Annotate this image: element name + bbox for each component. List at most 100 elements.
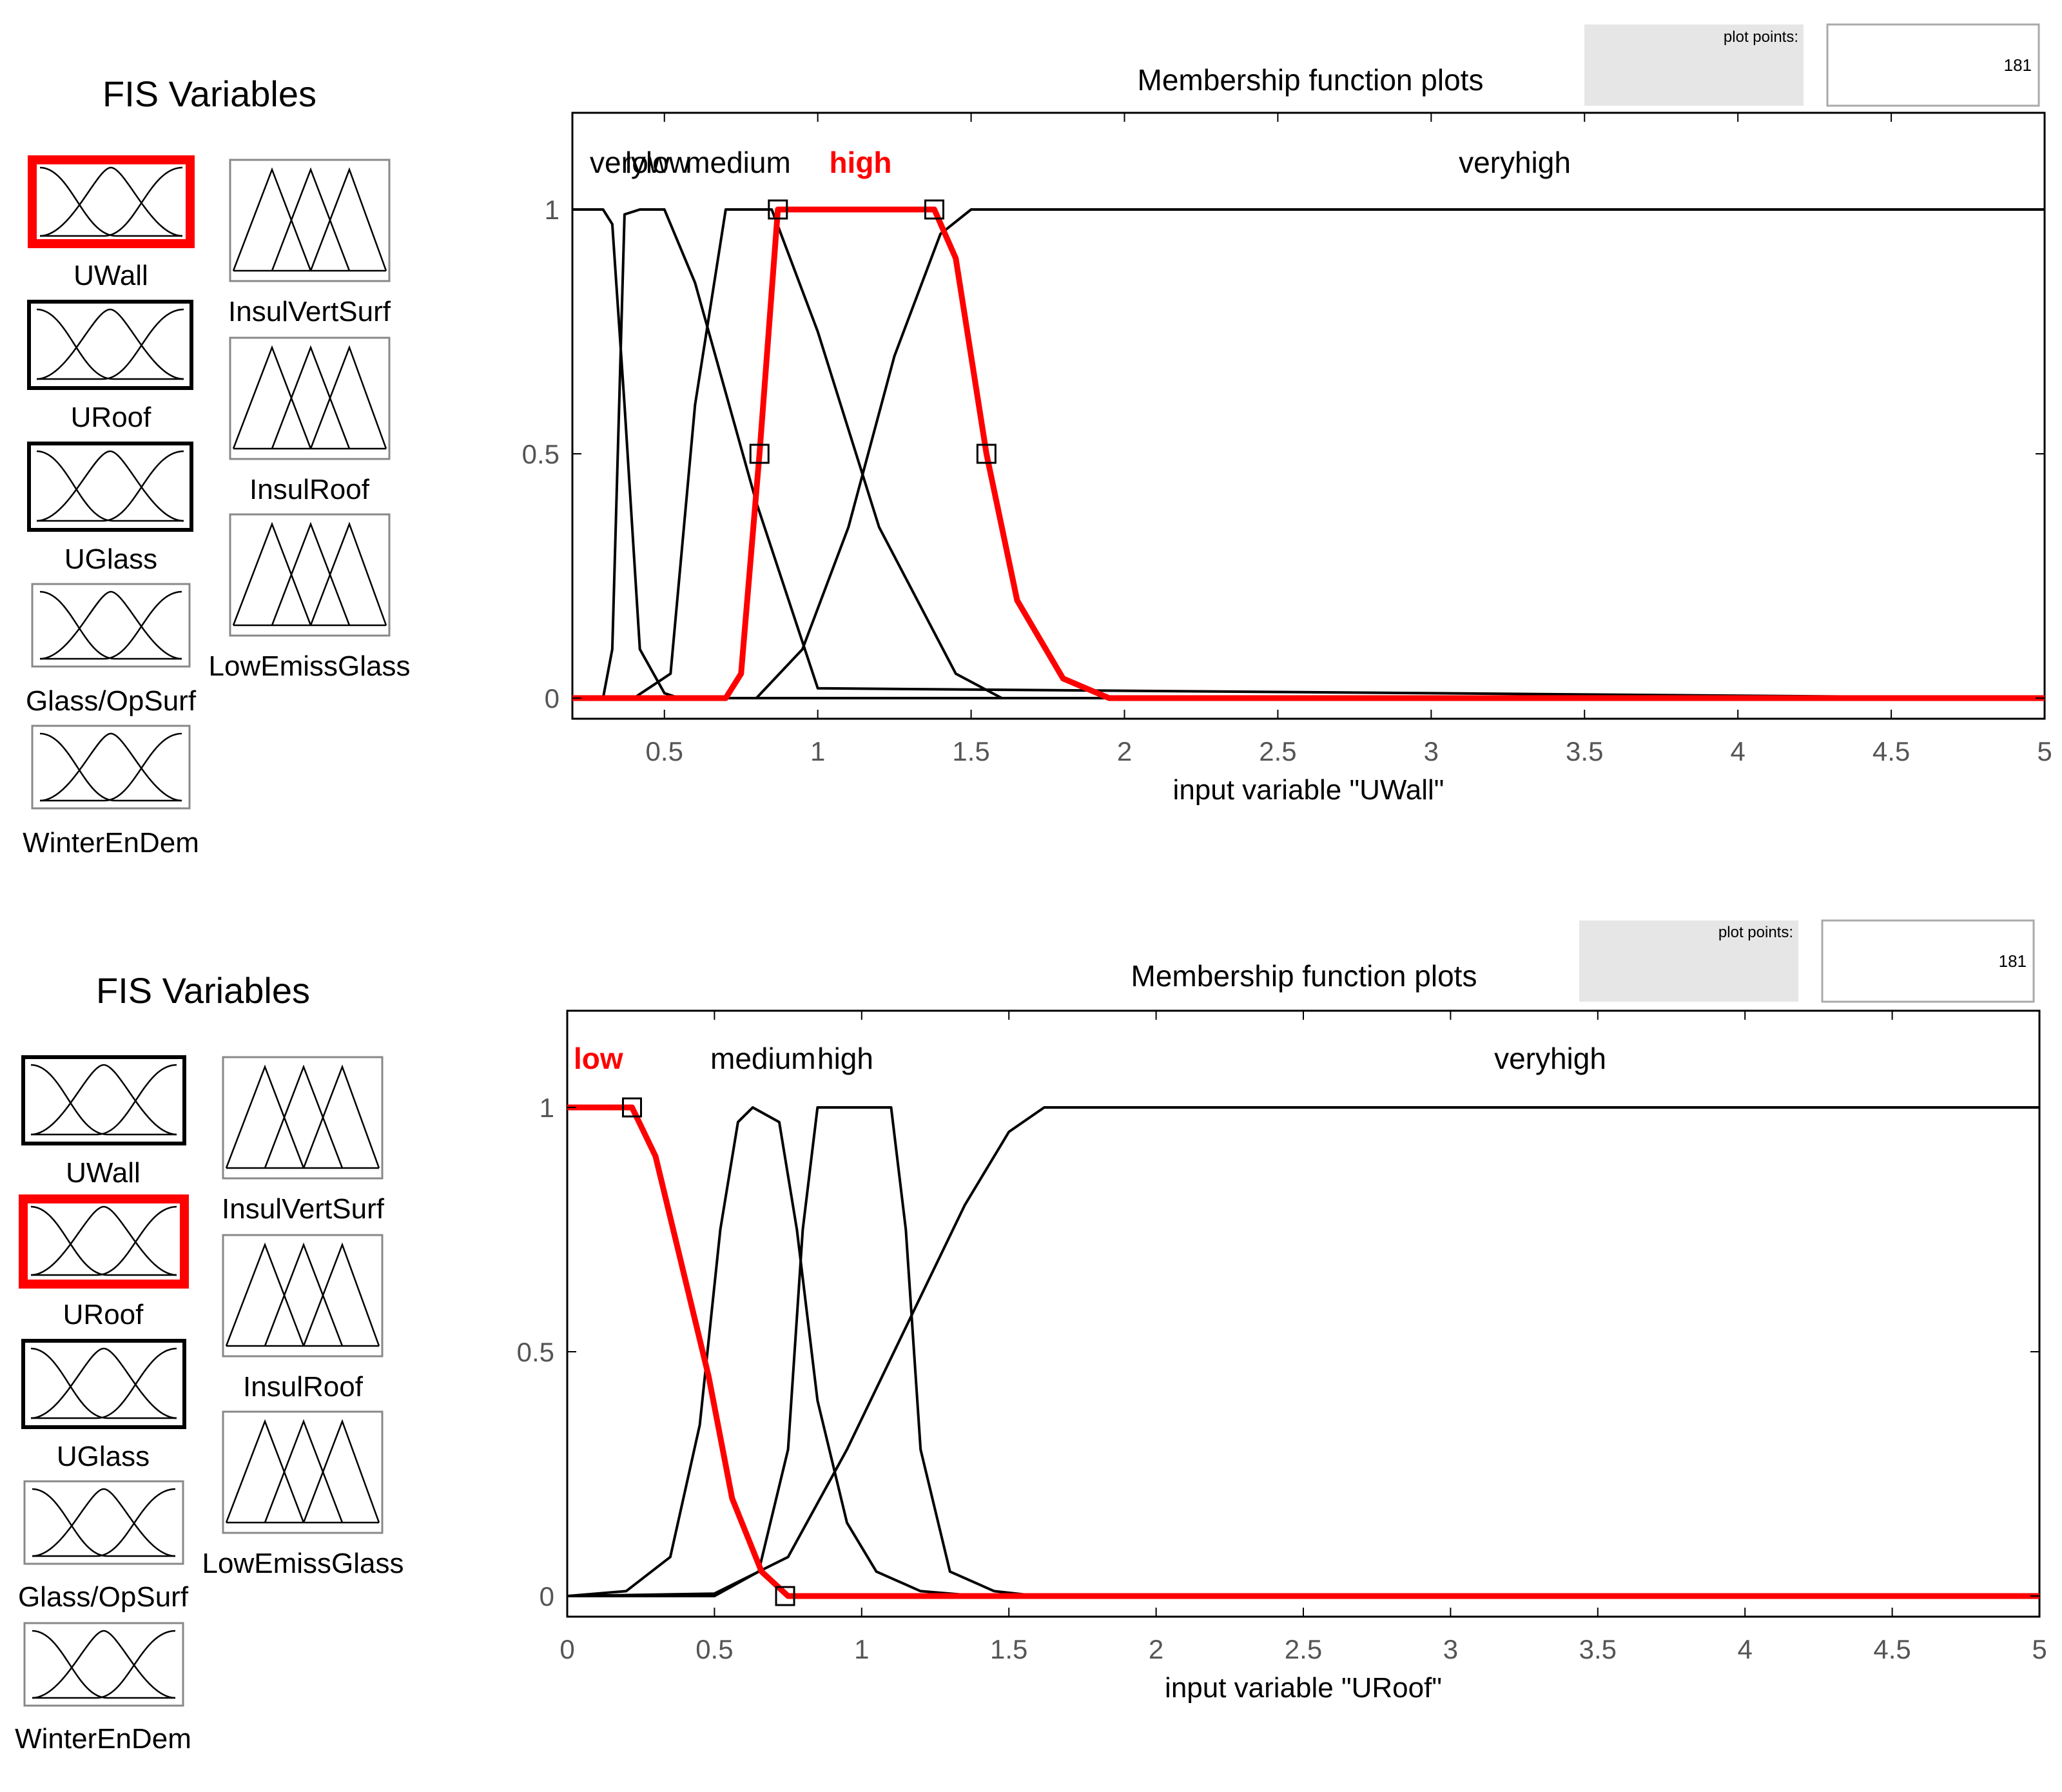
output-variable-lowemissglass[interactable] xyxy=(222,1410,384,1534)
mf-label-low[interactable]: low xyxy=(625,146,670,179)
output-variable-insulvertsurf[interactable] xyxy=(229,159,391,282)
input-variable-label: UGlass xyxy=(64,543,157,575)
input-variable-uglass[interactable] xyxy=(21,1339,186,1429)
y-tick-label: 1 xyxy=(545,195,559,225)
x-tick-label: 1.5 xyxy=(952,736,989,766)
triangular-mf-icon xyxy=(225,1242,380,1347)
fis-variables-title: FIS Variables xyxy=(96,970,310,1011)
gaussian-mf-icon xyxy=(30,1064,177,1136)
plot-points-label: plot points: xyxy=(1718,924,1793,941)
input-variable-uglass[interactable] xyxy=(27,442,193,532)
plot-title: Membership function plots xyxy=(1131,959,1477,993)
mf-vertex-handle[interactable] xyxy=(768,199,788,220)
plot-points-input[interactable] xyxy=(1826,23,2040,107)
mf-curve-low[interactable] xyxy=(572,208,2045,699)
output-variable-insulroof[interactable] xyxy=(222,1234,384,1358)
mf-vertex-handle[interactable] xyxy=(749,443,770,464)
output-variable-label: LowEmissGlass xyxy=(202,1548,404,1579)
gaussian-mf-icon xyxy=(39,732,182,802)
membership-function-chart[interactable]: 0.5 1 1.5 2 2.5 3 3.5 4 4.5 5 0 0.5 1 verylow low me… xyxy=(522,112,2052,806)
mf-curve-medium[interactable] xyxy=(567,1106,2039,1597)
x-tick-label: 2 xyxy=(1117,736,1132,766)
output-variable-insulvertsurf[interactable] xyxy=(222,1056,384,1180)
x-tick-label: 0 xyxy=(559,1634,574,1664)
icon-frame xyxy=(229,336,391,460)
plot-points-input[interactable] xyxy=(1821,919,2035,1003)
x-tick-label: 0.5 xyxy=(695,1634,733,1664)
x-tick-label: 1.5 xyxy=(990,1634,1027,1664)
plot-points-label-box xyxy=(1579,920,1798,1002)
x-axis-title: input variable "UWall" xyxy=(1173,774,1444,806)
mf-label-high[interactable]: high xyxy=(829,146,891,179)
x-tick-label: 5 xyxy=(2032,1634,2047,1664)
y-tick-label: 0 xyxy=(545,683,559,714)
mf-vertex-handle[interactable] xyxy=(924,199,944,220)
plot-frame xyxy=(566,1009,2041,1618)
mf-label-medium[interactable]: medium xyxy=(685,146,791,179)
input-variable-uroof[interactable] xyxy=(27,300,193,390)
mf-label-high[interactable]: high xyxy=(817,1042,873,1075)
mf-label-verylow[interactable]: verylow xyxy=(590,146,691,179)
mf-vertex-handle[interactable] xyxy=(976,443,997,464)
gaussian-mf-icon xyxy=(39,166,183,237)
output-variable-label: LowEmissGlass xyxy=(209,650,411,682)
input-variable-label: Glass/OpSurf xyxy=(18,1581,189,1613)
mf-curve-medium[interactable] xyxy=(572,208,2045,699)
mf-curve-veryhigh[interactable] xyxy=(572,208,2045,699)
triangular-mf-icon xyxy=(232,167,387,272)
icon-frame xyxy=(31,583,191,668)
output-variable-insulroof[interactable] xyxy=(229,336,391,460)
icon-frame xyxy=(222,1234,384,1358)
input-variable-uwall[interactable] xyxy=(28,155,195,248)
icon-frame xyxy=(23,1480,184,1565)
output-variable-label: InsulVertSurf xyxy=(222,1193,385,1225)
icon-frame xyxy=(229,513,391,637)
plot-points-value: 181 xyxy=(2004,55,2032,75)
x-tick-label: 3.5 xyxy=(1579,1634,1617,1664)
input-variable-glass-opsurf[interactable] xyxy=(31,583,191,668)
mf-label-medium[interactable]: medium xyxy=(710,1042,816,1075)
mf-vertex-handle[interactable] xyxy=(621,1097,642,1118)
input-variable-uroof[interactable] xyxy=(19,1194,189,1289)
output-variable-label: InsulVertSurf xyxy=(228,296,391,327)
icon-frame xyxy=(222,1410,384,1534)
x-tick-label: 0.5 xyxy=(646,736,683,766)
input-variable-uwall[interactable] xyxy=(21,1055,186,1145)
x-tick-label: 4.5 xyxy=(1873,1634,1911,1664)
mf-label-low[interactable]: low xyxy=(574,1042,623,1075)
x-tick-label: 2 xyxy=(1149,1634,1163,1664)
icon-frame xyxy=(31,725,191,810)
mf-curve-high[interactable] xyxy=(572,206,2045,701)
input-variable-winterendem[interactable] xyxy=(31,725,191,810)
x-tick-label: 2.5 xyxy=(1259,736,1296,766)
x-tick-label: 4 xyxy=(1730,736,1745,766)
icon-frame xyxy=(21,1055,186,1145)
gaussian-mf-icon xyxy=(30,1347,177,1419)
fis-editor-panel-top: FIS Variables UWall URoof UGlass xyxy=(23,23,2052,859)
gaussian-mf-icon xyxy=(36,308,184,380)
mf-curve-veryhigh[interactable] xyxy=(567,1106,2039,1597)
icon-frame xyxy=(229,159,391,282)
mf-vertex-handle[interactable] xyxy=(775,1586,795,1606)
plot-points-label-box xyxy=(1584,24,1804,106)
triangular-mf-icon xyxy=(232,521,387,627)
x-tick-label: 3 xyxy=(1424,736,1439,766)
output-variable-lowemissglass[interactable] xyxy=(229,513,391,637)
mf-label-veryhigh[interactable]: veryhigh xyxy=(1459,146,1571,179)
input-variable-glass-opsurf[interactable] xyxy=(23,1480,184,1565)
input-variable-label: URoof xyxy=(71,402,151,433)
x-tick-label: 4.5 xyxy=(1872,736,1910,766)
input-variable-winterendem[interactable] xyxy=(23,1622,184,1707)
selection-frame xyxy=(28,155,195,248)
y-tick-label: 0 xyxy=(540,1581,554,1612)
mf-label-veryhigh[interactable]: veryhigh xyxy=(1494,1042,1606,1075)
x-axis-title: input variable "URoof" xyxy=(1165,1672,1442,1704)
fis-editor-panel-bottom: FIS Variables UWall URoof UGlass xyxy=(0,896,2062,1792)
membership-function-chart[interactable]: 0 0.5 1 1.5 2 2.5 3 3.5 4 4.5 5 0 0.5 1 low medium hi… xyxy=(517,1009,2047,1704)
gaussian-mf-icon xyxy=(30,1205,177,1276)
triangular-mf-icon xyxy=(225,1419,380,1524)
output-variable-label: InsulRoof xyxy=(243,1371,364,1403)
gaussian-mf-icon xyxy=(32,1488,176,1557)
input-variable-label: UWall xyxy=(73,260,148,291)
gaussian-mf-icon xyxy=(36,450,184,522)
